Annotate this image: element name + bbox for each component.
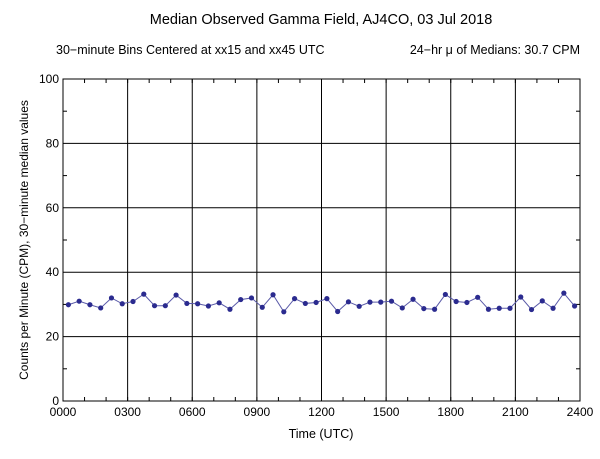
data-point <box>162 303 168 309</box>
data-point <box>108 295 115 301</box>
data-point <box>367 299 373 305</box>
data-point <box>259 304 265 310</box>
data-point <box>151 303 158 309</box>
x-tick-labels: 0000 0300 0600 0900 1200 1500 1800 2100 2400 <box>50 405 594 419</box>
data-point <box>572 303 578 309</box>
data-point <box>238 296 244 303</box>
data-point <box>345 299 352 305</box>
y-tick-label: 100 <box>39 72 59 86</box>
data-point <box>313 299 319 306</box>
data-point <box>248 295 255 301</box>
data-point <box>399 305 405 311</box>
data-point <box>464 299 470 306</box>
data-point <box>475 294 481 300</box>
data-point <box>98 305 104 311</box>
y-tick-label: 0 <box>52 394 59 408</box>
y-tick-label: 20 <box>46 330 60 344</box>
data-point <box>356 303 362 309</box>
data-point <box>281 309 287 315</box>
data-point <box>518 294 524 300</box>
data-point <box>335 308 341 315</box>
grid-lines <box>63 79 580 401</box>
x-tick-label: 0600 <box>179 405 206 419</box>
data-point <box>378 299 384 305</box>
y-tick-labels: 0 20 40 60 80 100 <box>39 72 59 408</box>
data-point <box>216 300 222 306</box>
data-point <box>410 296 416 302</box>
data-point <box>195 301 201 307</box>
x-axis-label: Time (UTC) <box>289 427 354 441</box>
x-tick-label: 0900 <box>244 405 271 419</box>
data-point <box>324 296 330 302</box>
data-point <box>184 300 190 307</box>
data-point <box>561 290 567 296</box>
y-axis-label: Counts per Minute (CPM), 30−minute media… <box>17 100 31 380</box>
chart-subtitle-mean: 24−hr μ of Medians: 30.7 CPM <box>410 43 580 57</box>
y-tick-label: 40 <box>46 265 60 279</box>
data-point <box>550 305 556 311</box>
data-point <box>453 298 459 305</box>
data-point <box>227 306 233 312</box>
series-points <box>65 290 578 315</box>
x-tick-label: 0000 <box>50 405 77 419</box>
data-point <box>528 306 535 313</box>
data-point <box>539 298 545 304</box>
x-tick-label: 2100 <box>502 405 529 419</box>
data-point <box>65 302 71 308</box>
data-point <box>173 292 179 298</box>
data-point <box>388 298 395 304</box>
data-point <box>130 298 136 305</box>
data-point <box>507 305 513 311</box>
data-point <box>485 306 492 312</box>
data-point <box>270 292 276 298</box>
data-point <box>302 300 308 307</box>
chart-title: Median Observed Gamma Field, AJ4CO, 03 J… <box>150 12 493 28</box>
data-point <box>119 301 125 307</box>
y-tick-label: 80 <box>46 136 60 150</box>
x-tick-label: 2400 <box>567 405 594 419</box>
data-point <box>421 305 427 312</box>
data-point <box>442 291 448 298</box>
x-tick-label: 1200 <box>308 405 335 419</box>
x-tick-label: 1800 <box>437 405 464 419</box>
data-point <box>76 298 82 304</box>
x-tick-label: 0300 <box>114 405 141 419</box>
chart-subtitle-bins: 30−minute Bins Centered at xx15 and xx45… <box>56 43 325 57</box>
data-point <box>141 291 147 297</box>
y-tick-label: 60 <box>46 201 60 215</box>
x-tick-label: 1500 <box>373 405 400 419</box>
data-point <box>87 302 93 308</box>
data-point <box>291 296 298 302</box>
data-point <box>431 306 438 312</box>
data-point <box>205 303 212 309</box>
axis-ticks <box>63 79 580 401</box>
data-point <box>496 305 502 311</box>
